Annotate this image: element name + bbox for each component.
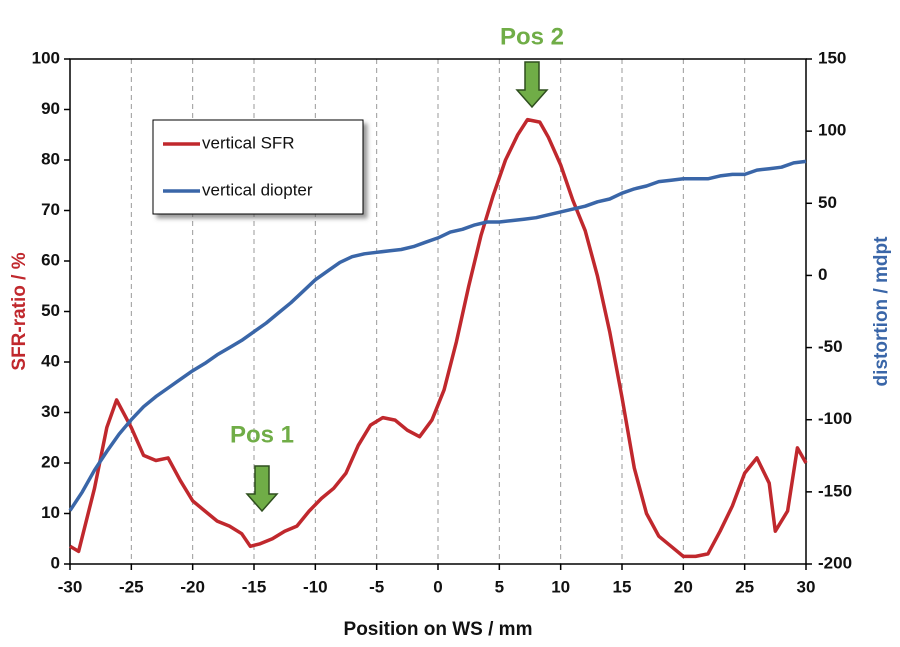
x-tick-label: -20 (180, 577, 205, 596)
y2-tick-label: -200 (818, 553, 852, 572)
y2-axis-label: distortion / mdpt (871, 236, 892, 387)
y2-tick-label: 0 (818, 265, 827, 284)
y2-tick-label: 100 (818, 121, 846, 140)
x-tick-label: -15 (242, 577, 267, 596)
x-tick-label: -30 (58, 577, 83, 596)
x-tick-label: 10 (551, 577, 570, 596)
x-tick-label: -10 (303, 577, 328, 596)
y-tick-label: 70 (41, 200, 60, 219)
y2-tick-label: 150 (818, 48, 846, 67)
y-tick-label: 100 (32, 48, 60, 67)
y-tick-label: 40 (41, 351, 60, 370)
legend-box (152, 119, 364, 215)
y-tick-label: 0 (51, 553, 60, 572)
series-line (68, 159, 807, 512)
y-tick-label: 80 (41, 149, 60, 168)
annotation-arrow (515, 61, 549, 109)
x-tick-label: 30 (797, 577, 816, 596)
legend-label: vertical diopter (202, 180, 313, 199)
y-tick-label: 60 (41, 250, 60, 269)
y-tick-label: 90 (41, 99, 60, 118)
x-tick-label: 15 (613, 577, 632, 596)
x-axis-label: Position on WS / mm (344, 619, 533, 640)
x-tick-label: -25 (119, 577, 144, 596)
x-tick-label: 5 (495, 577, 504, 596)
x-tick-label: -5 (369, 577, 384, 596)
legend-label: vertical SFR (202, 133, 295, 152)
series-line (69, 117, 808, 559)
annotation: Pos 2 (500, 23, 564, 50)
y2-tick-label: -150 (818, 481, 852, 500)
y-tick-label: 10 (41, 503, 60, 522)
y2-tick-label: 50 (818, 193, 837, 212)
x-tick-label: 25 (735, 577, 754, 596)
y-tick-label: 50 (41, 301, 60, 320)
annotation: Pos 1 (230, 421, 294, 448)
x-tick-label: 20 (674, 577, 693, 596)
y-axis-label: SFR-ratio / % (9, 252, 30, 370)
y-tick-label: 30 (41, 402, 60, 421)
annotation-arrow (245, 465, 279, 513)
y2-tick-label: -100 (818, 409, 852, 428)
x-tick-label: 0 (433, 577, 442, 596)
y2-tick-label: -50 (818, 337, 843, 356)
y-tick-label: 20 (41, 452, 60, 471)
plot-frame (69, 58, 807, 565)
